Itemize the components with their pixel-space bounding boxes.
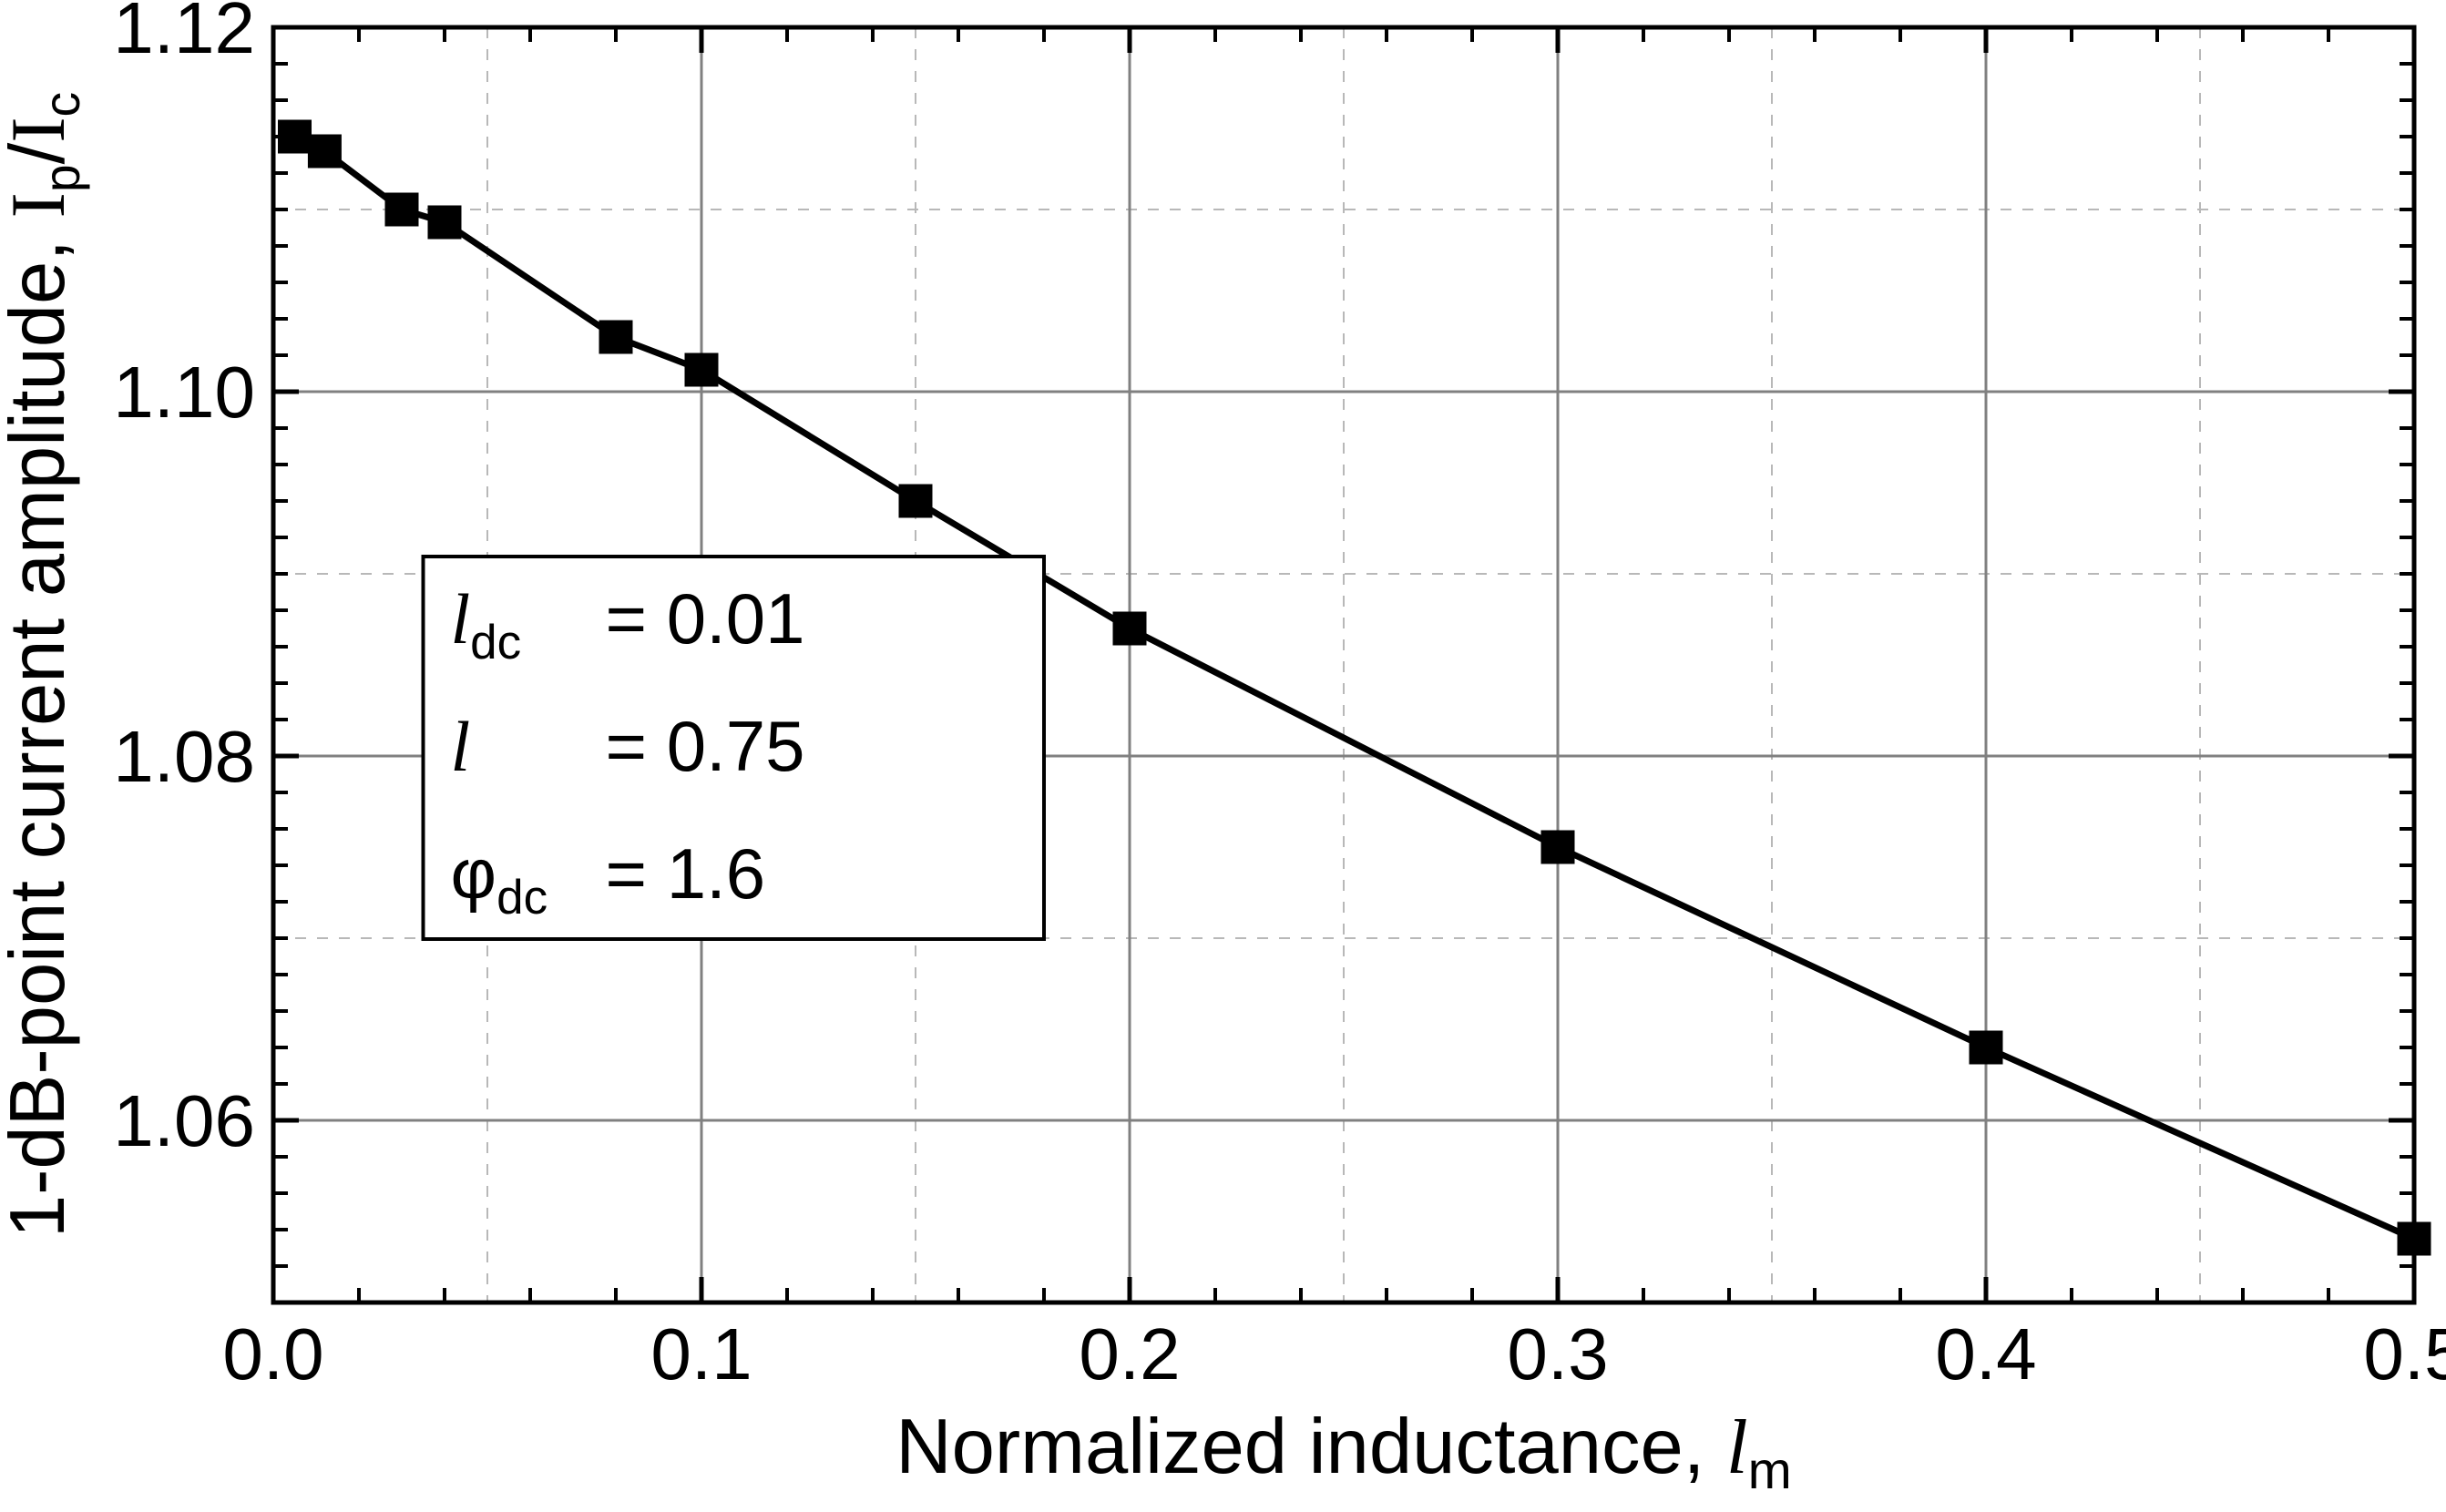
- x-tick-label: 0.4: [1935, 1313, 2036, 1395]
- series-marker: [385, 193, 418, 226]
- x-axis-label: Normalized inductance, lm: [896, 1404, 1792, 1500]
- series-marker: [1541, 831, 1574, 863]
- x-tick-label: 0.2: [1079, 1313, 1180, 1395]
- x-tick-label: 0.0: [222, 1313, 323, 1395]
- series-marker: [599, 321, 632, 353]
- y-tick-label: 1.10: [113, 352, 255, 433]
- x-tick-label: 0.1: [650, 1313, 752, 1395]
- chart-svg: ldc= 0.01l= 0.75φdc= 1.60.00.10.20.30.40…: [0, 0, 2446, 1512]
- series-marker: [685, 353, 718, 386]
- y-tick-label: 1.06: [113, 1080, 255, 1161]
- chart-container: ldc= 0.01l= 0.75φdc= 1.60.00.10.20.30.40…: [0, 0, 2446, 1512]
- x-tick-label: 0.5: [2363, 1313, 2446, 1395]
- series-marker: [428, 206, 461, 239]
- series-marker: [899, 485, 932, 517]
- y-tick-label: 1.08: [113, 716, 255, 797]
- series-marker: [1970, 1031, 2002, 1064]
- series-marker: [1113, 612, 1146, 645]
- y-axis-label: 1-dB-point current amplitude, Ip/Ic: [0, 92, 90, 1238]
- x-tick-label: 0.3: [1507, 1313, 1608, 1395]
- y-tick-label: 1.12: [113, 0, 255, 68]
- series-marker: [308, 135, 341, 168]
